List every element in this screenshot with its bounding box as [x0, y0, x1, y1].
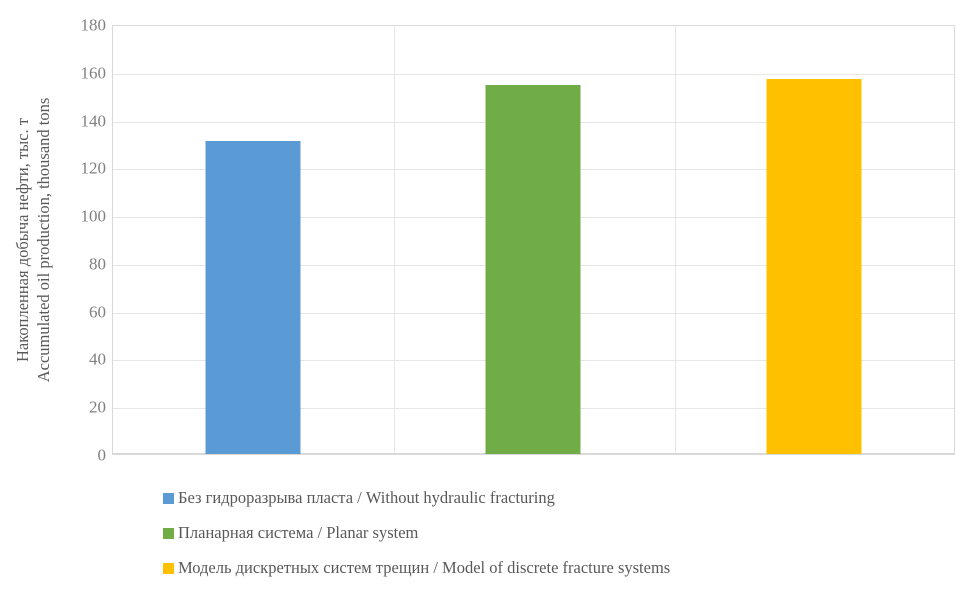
y-tick-100: 100 [80, 206, 107, 226]
y-tick-20: 20 [89, 397, 106, 417]
legend-item-discrete-fracture-systems[interactable]: Модель дискретных систем трещин / Model … [163, 551, 953, 586]
legend-label-1: Без гидроразрыва пласта / Without hydrau… [178, 488, 555, 508]
legend-swatch-green-icon [163, 528, 174, 539]
legend-item-without-hydraulic-fracturing[interactable]: Без гидроразрыва пласта / Without hydrau… [163, 481, 953, 516]
y-tick-80: 80 [89, 254, 106, 274]
legend-label-2: Планарная система / Planar system [178, 523, 419, 543]
y-tick-160: 160 [80, 63, 107, 83]
y-axis-tick-labels: 180 160 140 120 100 80 60 40 20 0 [58, 0, 107, 591]
legend: Без гидроразрыва пласта / Without hydrau… [163, 481, 953, 586]
legend-swatch-yellow-icon [163, 563, 174, 574]
y-axis-title-line-1: Накопленная добыча нефти, тыс. т [13, 117, 33, 363]
category-divider-1 [394, 26, 395, 454]
legend-item-planar-system[interactable]: Планарная система / Planar system [163, 516, 953, 551]
bar-without-hydraulic-fracturing[interactable] [205, 141, 301, 454]
y-tick-140: 140 [80, 111, 107, 131]
y-axis-title: Накопленная добыча нефти, тыс. т Accumul… [8, 25, 60, 455]
y-axis-title-line-2: Accumulated oil production, thousand ton… [34, 97, 53, 383]
category-divider-2 [675, 26, 676, 454]
category-band-2 [393, 26, 673, 454]
y-tick-0: 0 [97, 445, 107, 465]
y-tick-40: 40 [89, 349, 106, 369]
y-tick-120: 120 [80, 158, 107, 178]
y-tick-60: 60 [89, 302, 106, 322]
category-band-3 [674, 26, 954, 454]
gridline-160 [113, 73, 954, 75]
bar-discrete-fracture-systems[interactable] [766, 78, 862, 454]
bar-planar-system[interactable] [485, 84, 581, 454]
bar-group [113, 26, 954, 454]
category-band-1 [113, 26, 393, 454]
y-tick-180: 180 [80, 15, 107, 35]
legend-swatch-blue-icon [163, 493, 174, 504]
plot-area [112, 25, 955, 455]
legend-label-3: Модель дискретных систем трещин / Model … [178, 558, 671, 578]
